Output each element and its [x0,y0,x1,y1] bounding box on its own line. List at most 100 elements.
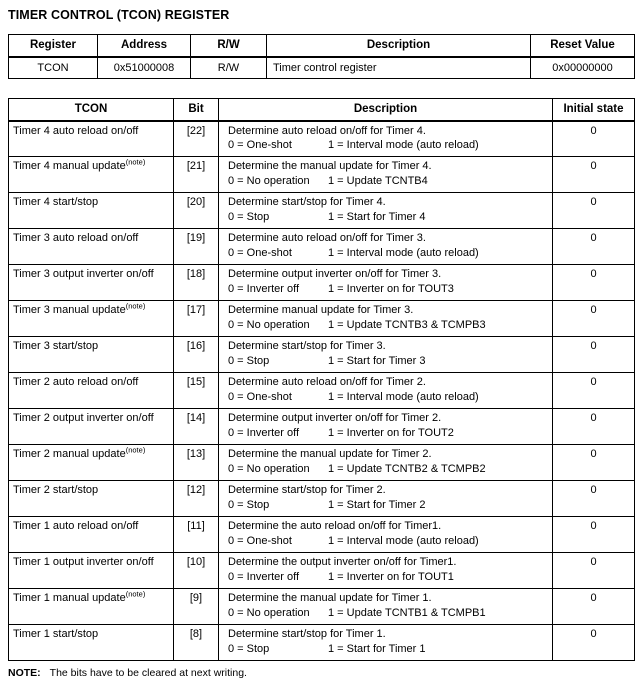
bit-number-cell: [10] [173,552,219,589]
bit-field-row: Timer 1 manual update(note) [9] Determin… [8,588,635,625]
option-zero-label: 0 = Inverter off [228,282,300,295]
bit-number-label: [9] [189,592,203,604]
bit-number-label: [20] [186,196,206,208]
option-one-label: 1 = Start for Timer 2 [328,498,426,511]
bit-description-line1: Determine start/stop for Timer 4. [228,196,386,208]
timer-function-label: Timer 4 manual update [13,160,126,172]
initial-state-cell: 0 [552,480,635,517]
bit-description-options: 0 = One-shot 1 = Interval mode (auto relo… [228,246,550,261]
option-zero-label: 0 = Inverter off [228,570,300,583]
footnote-label: NOTE: [8,667,41,679]
note-superscript: (note) [125,301,146,311]
bit-description-options: 0 = One-shot 1 = Interval mode (auto relo… [228,534,550,549]
bit-number-label: [13] [186,448,206,460]
bit-description-cell: Determine output inverter on/off for Tim… [218,264,553,301]
bit-description-line1: Determine the output inverter on/off for… [228,556,457,568]
option-zero-label: 0 = No operation [228,606,310,619]
bit-field-table: TCON Bit Description Initial state Timer… [8,98,635,661]
register-summary-table: Register Address R/W Description Reset V… [8,34,635,79]
option-zero-label: 0 = Stop [228,354,270,367]
bit-number-label: [16] [186,340,206,352]
initial-state-value: 0 [590,196,597,208]
timer-function-cell: Timer 3 start/stop [8,336,174,373]
timer-function-label: Timer 3 manual update [13,304,126,316]
initial-state-cell: 0 [552,624,635,661]
timer-function-cell: Timer 1 manual update(note) [8,588,174,625]
note-superscript: (note) [125,589,146,599]
bit-number-label: [14] [186,412,206,424]
timer-function-label: Timer 2 auto reload on/off [13,376,139,388]
bit-description-cell: Determine start/stop for Timer 4. 0 = St… [218,192,553,229]
option-one-label: 1 = Update TCNTB1 & TCMPB1 [328,606,486,619]
bits-table-body: Timer 4 auto reload on/off [22] Determin… [8,120,635,661]
bit-description-cell: Determine start/stop for Timer 1. 0 = St… [218,624,553,661]
initial-state-cell: 0 [552,264,635,301]
option-zero-label: 0 = No operation [228,174,310,187]
bit-description-line1: Determine start/stop for Timer 2. [228,484,386,496]
note-superscript: (note) [125,157,146,167]
initial-state-cell: 0 [552,192,635,229]
timer-function-cell: Timer 1 output inverter on/off [8,552,174,589]
bits-table-header-row: TCON Bit Description Initial state [8,98,635,122]
timer-function-cell: Timer 1 start/stop [8,624,174,661]
initial-state-cell: 0 [552,516,635,553]
bit-number-cell: [22] [173,120,219,157]
bit-number-cell: [20] [173,192,219,229]
timer-function-label: Timer 4 start/stop [13,196,99,208]
bit-description-line1: Determine start/stop for Timer 3. [228,340,386,352]
bit-description-options: 0 = Stop 1 = Start for Timer 4 [228,210,550,225]
register-table-header-row: Register Address R/W Description Reset V… [8,34,635,58]
initial-state-value: 0 [590,520,597,532]
option-one-label: 1 = Interval mode (auto reload) [328,246,479,259]
option-one-label: 1 = Interval mode (auto reload) [328,390,479,403]
option-zero-label: 0 = One-shot [228,534,292,547]
bit-description-line1: Determine output inverter on/off for Tim… [228,268,442,280]
bit-number-label: [19] [186,232,206,244]
timer-function-label: Timer 1 output inverter on/off [13,556,154,568]
register-name-cell: TCON [8,56,98,79]
bit-description-cell: Determine the auto reload on/off for Tim… [218,516,553,553]
timer-function-label: Timer 3 start/stop [13,340,99,352]
bit-number-cell: [9] [173,588,219,625]
bit-description-cell: Determine auto reload on/off for Timer 2… [218,372,553,409]
bit-field-row: Timer 1 auto reload on/off [11] Determin… [8,516,635,553]
timer-function-label: Timer 1 auto reload on/off [13,520,139,532]
bit-number-label: [11] [187,520,205,532]
bit-number-cell: [12] [173,480,219,517]
bit-description-line1: Determine the manual update for Timer 2. [228,448,432,460]
option-one-label: 1 = Inverter on for TOUT3 [328,282,454,295]
option-one-label: 1 = Interval mode (auto reload) [328,534,479,547]
bit-description-options: 0 = No operation 1 = Update TCNTB3 & TCMP… [228,318,550,333]
timer-function-label: Timer 2 output inverter on/off [13,412,154,424]
initial-state-value: 0 [590,232,597,244]
register-table-header-register: Register [8,34,98,58]
option-zero-label: 0 = One-shot [228,139,292,151]
bit-description-cell: Determine the manual update for Timer 4.… [218,156,553,193]
timer-function-label: Timer 1 manual update [13,592,126,604]
bit-description-cell: Determine auto reload on/off for Timer 4… [218,120,553,157]
bit-number-label: [12] [186,484,206,496]
option-one-label: 1 = Start for Timer 3 [328,354,426,367]
timer-function-cell: Timer 3 manual update(note) [8,300,174,337]
bit-description-line1: Determine auto reload on/off for Timer 3… [228,232,426,244]
initial-state-cell: 0 [552,588,635,625]
initial-state-cell: 0 [552,336,635,373]
bit-field-row: Timer 1 start/stop [8] Determine start/s… [8,624,635,661]
bit-description-line1: Determine auto reload on/off for Timer 2… [228,376,426,388]
bit-field-row: Timer 4 auto reload on/off [22] Determin… [8,120,635,157]
bit-number-cell: [15] [173,372,219,409]
initial-state-value: 0 [590,484,597,496]
register-table-header-address: Address [97,34,191,58]
footnote-text: The bits have to be cleared at next writ… [49,667,247,679]
bit-description-line1: Determine output inverter on/off for Tim… [228,412,442,424]
initial-state-value: 0 [590,592,597,604]
bit-number-cell: [19] [173,228,219,265]
timer-function-label: Timer 2 manual update [13,448,126,460]
bit-description-cell: Determine start/stop for Timer 3. 0 = St… [218,336,553,373]
bit-description-options: 0 = No operation 1 = Update TCNTB2 & TCMP… [228,462,550,477]
initial-state-value: 0 [590,376,597,388]
option-one-label: 1 = Interval mode (auto reload) [328,139,479,151]
timer-function-cell: Timer 4 start/stop [8,192,174,229]
bit-field-row: Timer 4 manual update(note) [21] Determi… [8,156,635,193]
register-table-header-rw: R/W [190,34,267,58]
